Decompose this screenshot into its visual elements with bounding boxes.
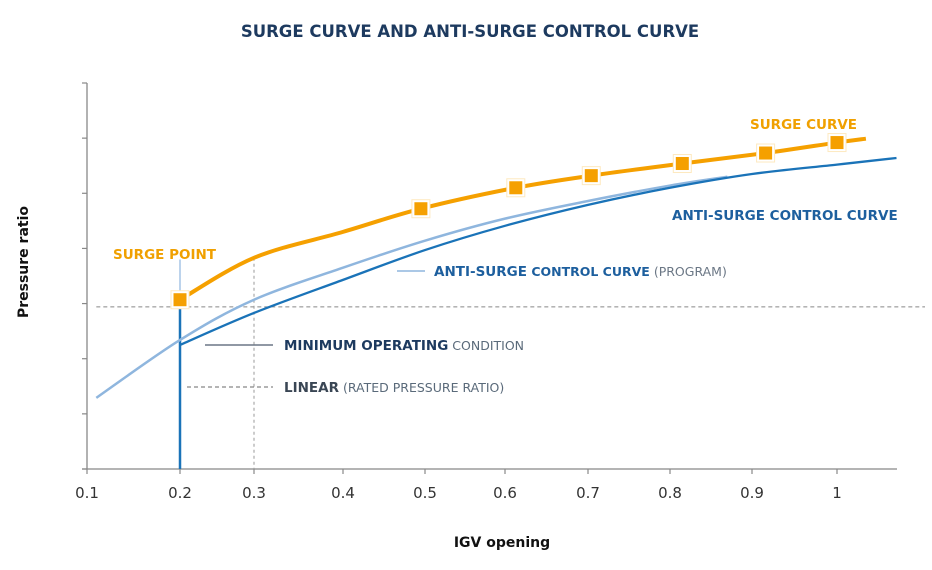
label-surge-point: SURGE POINT	[113, 247, 217, 263]
label-surge-curve: SURGE CURVE	[750, 117, 857, 133]
x-tick-label: 0.8	[658, 484, 682, 502]
program-curve-line	[95, 175, 728, 399]
label-program: ANTI-SURGE CONTROL CURVE (PROGRAM)	[434, 264, 727, 280]
label-linear-bold: LINEAR	[284, 380, 340, 396]
label-program-tail: (PROGRAM)	[650, 264, 727, 279]
x-tick-label: 0.7	[576, 484, 600, 502]
y-axis-label: Pressure ratio	[16, 206, 32, 318]
label-anti-surge: ANTI-SURGE CONTROL CURVE	[672, 208, 898, 224]
anti-surge-curve-line	[179, 156, 897, 346]
label-linear: LINEAR (RATED PRESSURE RATIO)	[284, 380, 504, 396]
x-tick-label: 0.2	[168, 484, 192, 502]
reference-lines	[96, 257, 925, 469]
curves	[95, 136, 897, 399]
chart-title: SURGE CURVE AND ANTI-SURGE CONTROL CURVE	[241, 22, 699, 41]
x-tick-label: 0.4	[331, 484, 355, 502]
x-tick-label: 1	[832, 484, 842, 502]
surge-curve-line	[179, 136, 867, 302]
label-min-bold: MINIMUM OPERATING	[284, 338, 448, 354]
x-tick-label: 0.6	[493, 484, 517, 502]
label-min-tail: CONDITION	[448, 338, 524, 353]
surge-marker	[173, 293, 187, 307]
surge-markers	[170, 133, 847, 310]
x-tick-label: 0.9	[740, 484, 764, 502]
x-axis-label: IGV opening	[454, 535, 550, 551]
x-tick-label: 0.1	[75, 484, 99, 502]
label-min-operating: MINIMUM OPERATING CONDITION	[284, 338, 524, 354]
label-linear-tail: (RATED PRESSURE RATIO)	[339, 380, 504, 395]
x-tick-labels: 0.1 0.2 0.3 0.4 0.5 0.6 0.7 0.8 0.9 1	[75, 484, 842, 502]
surge-marker	[830, 136, 844, 150]
x-tick-label: 0.3	[242, 484, 266, 502]
surge-marker	[759, 146, 773, 160]
surge-marker	[584, 169, 598, 183]
x-tick-label: 0.5	[413, 484, 437, 502]
label-program-bold: ANTI-SURGE	[434, 264, 527, 280]
axes	[82, 82, 897, 474]
surge-marker	[675, 157, 689, 171]
surge-marker	[509, 181, 523, 195]
surge-marker	[414, 202, 428, 216]
label-program-mid: CONTROL CURVE	[527, 264, 650, 279]
